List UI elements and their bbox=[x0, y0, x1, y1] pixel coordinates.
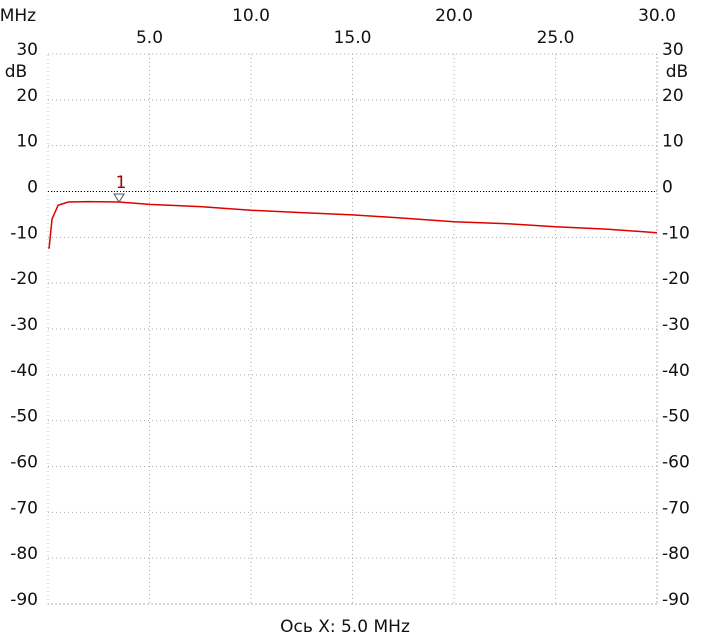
y-tick-label: 0 bbox=[662, 178, 673, 198]
footer: Ось X: 5.0 MHz bbox=[280, 617, 410, 637]
y-tick-label: -90 bbox=[10, 590, 38, 610]
y-tick-label: 30 bbox=[16, 40, 38, 60]
marker-label: 1 bbox=[116, 173, 127, 193]
y-tick-label: 10 bbox=[16, 132, 38, 152]
x-tick-label: 10.0 bbox=[232, 6, 270, 26]
y-label-right: dB bbox=[666, 62, 688, 82]
y-tick-label: -60 bbox=[10, 453, 38, 473]
x-unit: /MHz bbox=[0, 6, 36, 26]
y-tick-label: 20 bbox=[662, 86, 684, 106]
y-tick-label: 20 bbox=[16, 86, 38, 106]
y-tick-label: -60 bbox=[662, 453, 690, 473]
x-tick-label: 20.0 bbox=[435, 6, 473, 26]
y-tick-label: -40 bbox=[10, 361, 38, 381]
y-tick-label: -80 bbox=[10, 544, 38, 564]
y-tick-label: 0 bbox=[27, 178, 38, 198]
x-tick-label: 30.0 bbox=[638, 6, 676, 26]
y-tick-label: -50 bbox=[662, 407, 690, 427]
y-tick-label: -20 bbox=[662, 269, 690, 289]
y-tick-label: -70 bbox=[662, 498, 690, 518]
trace bbox=[48, 200, 658, 249]
y-tick-label: -10 bbox=[10, 223, 38, 243]
y-tick-label: -80 bbox=[662, 544, 690, 564]
marker bbox=[113, 193, 125, 203]
x-tick-label: 25.0 bbox=[537, 28, 575, 48]
y-tick-label: 10 bbox=[662, 132, 684, 152]
y-tick-label: -10 bbox=[662, 223, 690, 243]
y-tick-label: -30 bbox=[662, 315, 690, 335]
y-tick-label: -20 bbox=[10, 269, 38, 289]
x-tick-label: 5.0 bbox=[136, 28, 163, 48]
y-tick-label: -90 bbox=[662, 590, 690, 610]
y-tick-label: -30 bbox=[10, 315, 38, 335]
y-tick-label: 30 bbox=[662, 40, 684, 60]
x-tick-label: 15.0 bbox=[334, 28, 372, 48]
y-tick-label: -70 bbox=[10, 498, 38, 518]
y-label-left: dB bbox=[5, 62, 27, 82]
y-tick-label: -50 bbox=[10, 407, 38, 427]
y-tick-label: -40 bbox=[662, 361, 690, 381]
